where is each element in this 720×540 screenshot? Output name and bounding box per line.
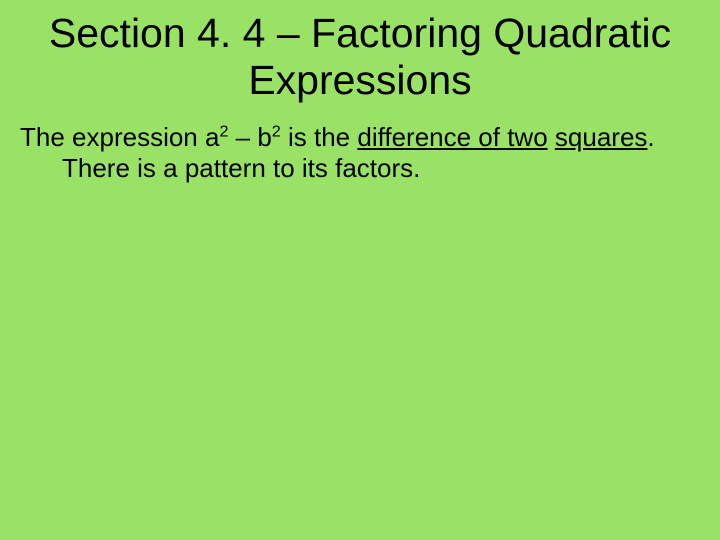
title-line-1: Section 4. 4 – Factoring Quadratic [49,10,671,56]
body-mid1: – b [228,122,271,152]
title-line-2: Expressions [248,57,471,103]
underlined-phrase-1: difference of two [357,122,547,152]
body-pre: The expression a [20,122,219,152]
underlined-phrase-2: squares [555,122,648,152]
body-mid2: is the [281,122,358,152]
slide-body: The expression a2 – b2 is the difference… [0,122,720,184]
slide-title: Section 4. 4 – Factoring Quadratic Expre… [0,10,720,122]
exponent-b: 2 [272,123,281,141]
body-paragraph: The expression a2 – b2 is the difference… [20,122,700,184]
